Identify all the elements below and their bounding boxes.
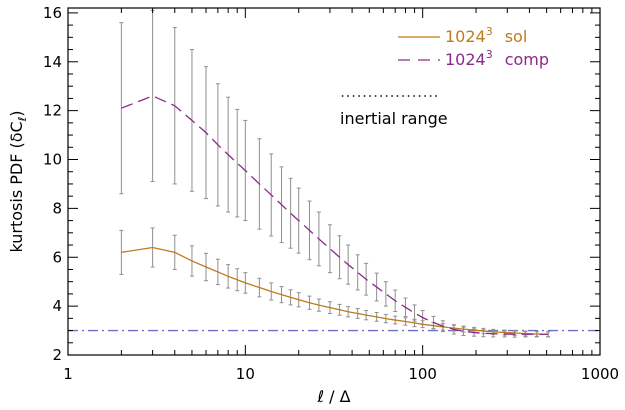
y-axis-title-close: )	[7, 110, 26, 116]
x-tick-label: 100	[408, 365, 437, 383]
y-tick-label: 16	[43, 4, 62, 22]
y-tick-label: 4	[52, 297, 62, 315]
y-tick-label: 14	[43, 53, 62, 71]
y-axis-title-sub: ℓ	[16, 117, 29, 123]
y-tick-label: 6	[52, 248, 62, 266]
y-axis-title-main: kurtosis PDF (δC	[7, 121, 26, 252]
legend-label-comp-name: 1024	[445, 50, 486, 69]
y-tick-label: 12	[43, 102, 62, 120]
y-tick-label: 2	[52, 346, 62, 364]
x-tick-label: 1000	[581, 365, 619, 383]
legend-label-sol-name: 1024	[445, 27, 486, 46]
inertial-range-annotation: inertial range	[340, 95, 448, 128]
legend-label-sol-sup: 3	[486, 25, 493, 38]
x-axis-title: ℓ / Δ	[316, 387, 350, 406]
legend-label-comp-sup: 3	[486, 48, 493, 61]
series-line-sol	[121, 246, 549, 335]
y-axis-title: kurtosis PDF (δCℓ)	[7, 110, 29, 252]
x-tick-label: 10	[236, 365, 255, 383]
axes-layer: 1 10 100 1000 2 4 6 8 10 12 14 16	[43, 4, 619, 383]
inertial-range-label: inertial range	[340, 109, 448, 128]
legend-label-sol-suffix: sol	[505, 27, 528, 46]
legend-label-comp: 10243 comp	[445, 48, 549, 69]
legend-label-comp-suffix: comp	[505, 50, 549, 69]
x-tick-label: 1	[63, 365, 73, 383]
legend: 10243 sol 10243 comp	[398, 25, 549, 69]
series-layer	[121, 95, 549, 335]
legend-label-sol: 10243 sol	[445, 25, 527, 46]
series-line-comp	[121, 95, 549, 335]
y-tick-label: 8	[52, 199, 62, 217]
plot-frame	[67, 7, 601, 356]
y-tick-label: 10	[43, 151, 62, 169]
